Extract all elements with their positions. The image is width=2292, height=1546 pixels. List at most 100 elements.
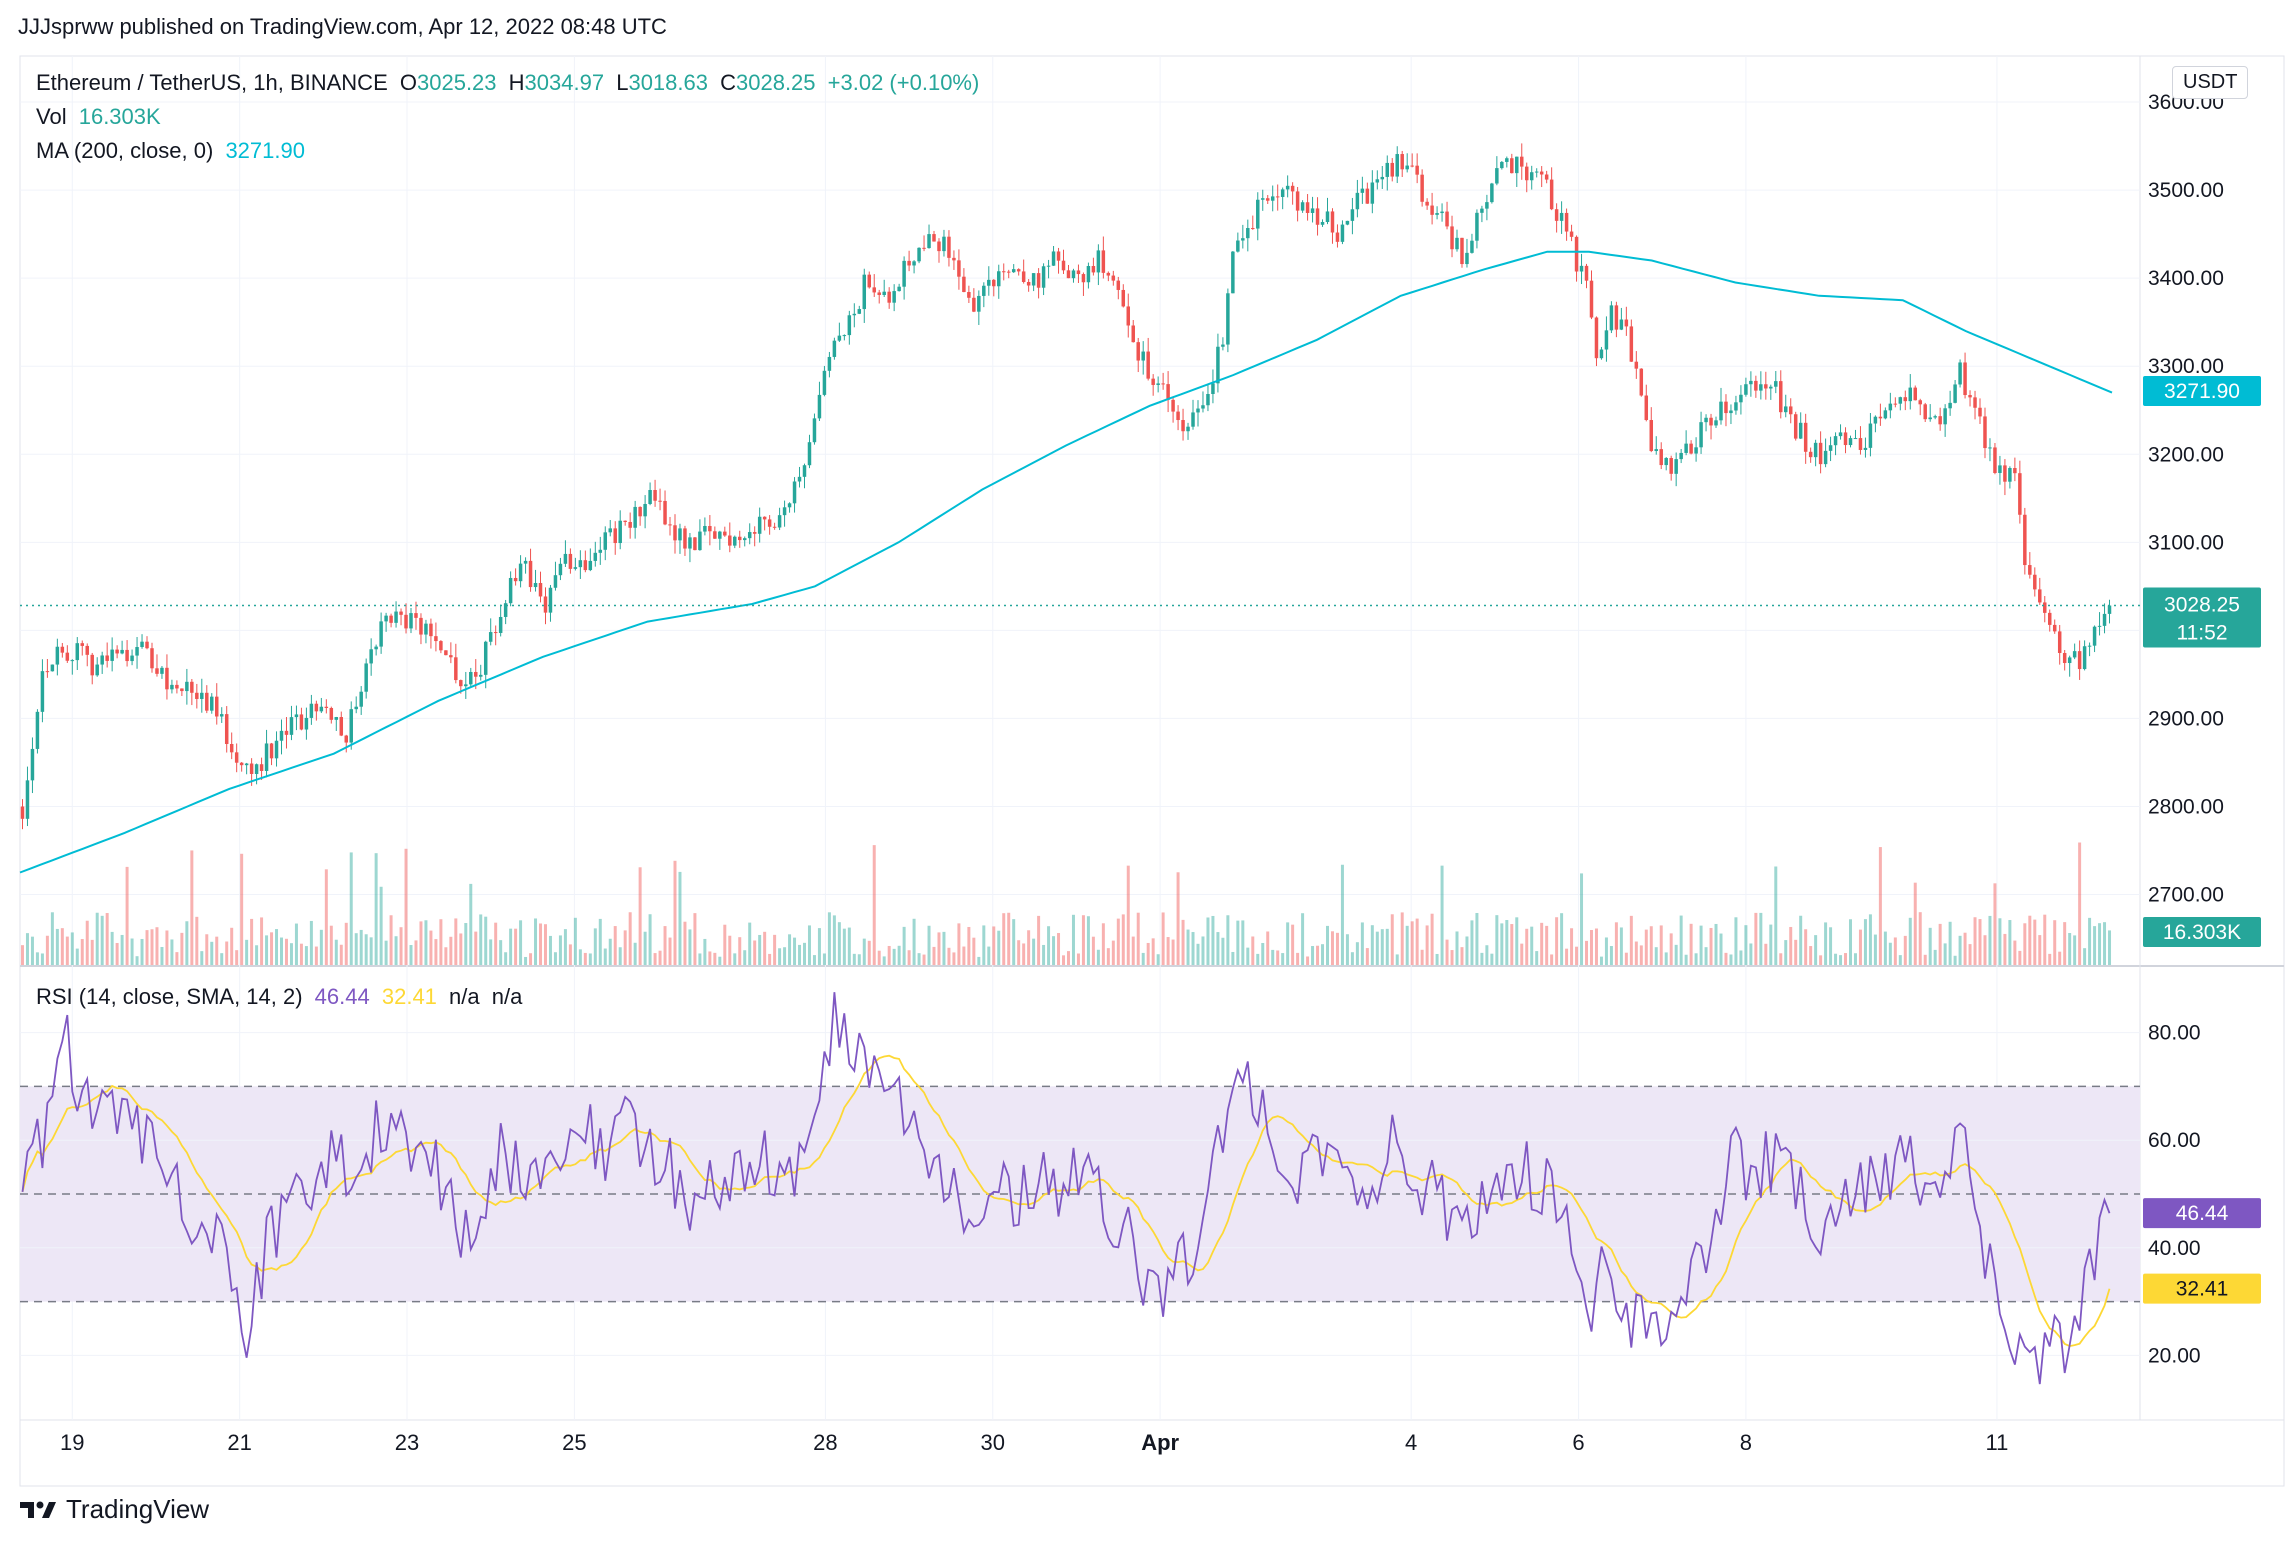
volume-bar [1221,937,1225,965]
candle-body [1305,202,1310,213]
candle-body [742,538,747,541]
candle-body [439,641,443,651]
volume-bar [2078,842,2082,965]
candle-body [2052,624,2057,632]
volume-bar [474,931,478,965]
candle-body [1918,400,1922,405]
volume-bar [1699,925,1703,965]
volume-bar [1271,949,1275,965]
candle-body [1584,265,1589,281]
candle-body [1739,394,1743,403]
volume-bar [907,950,911,965]
candle-body [728,535,732,546]
candle-body [967,292,971,298]
candle-body [100,655,104,665]
candle-body [757,516,762,534]
volume-bar [1171,939,1175,965]
candle-body [1784,406,1788,413]
x-tick-label: 23 [395,1430,419,1455]
candle-body [922,247,926,249]
chart-frame [19,55,2285,1487]
candle-body [1171,399,1175,412]
candle-body [523,560,528,564]
candle-body [115,649,119,654]
volume-bar [763,931,767,965]
candle-body [663,500,667,525]
volume-bar [1520,943,1524,965]
volume-label[interactable]: Vol [36,104,67,129]
volume-bar [1719,933,1723,965]
symbol-name[interactable]: Ethereum / TetherUS, 1h, BINANCE [36,70,388,95]
candle-body [2008,468,2012,482]
candle-body [1923,404,1927,420]
volume-bar [2068,933,2072,965]
candle-body [1848,438,1853,446]
volume-bar [394,936,398,965]
ma-legend: MA (200, close, 0) 3271.90 [36,138,311,164]
candle-body [543,596,548,613]
candle-body [588,560,593,571]
volume-bar [1211,915,1215,965]
volume-bar [1096,949,1100,965]
candle-body [195,692,199,699]
volume-bar [1968,944,1972,965]
candle-body [488,632,493,642]
candle-body [553,575,558,588]
volume-bar [1281,953,1285,965]
volume-bar [887,945,891,965]
footer-brand[interactable]: TradingView [18,1494,209,1525]
candle-body [215,696,219,717]
volume-bar [1261,942,1265,965]
volume-bar [768,953,772,965]
volume-bar [862,938,866,965]
volume-bar [284,938,288,965]
volume-bar [1764,943,1768,965]
volume-bar [678,871,682,965]
candle-body [1400,154,1404,170]
rsi-tick-label: 20.00 [2148,1344,2201,1367]
rsi-label[interactable]: RSI (14, close, SMA, 14, 2) [36,984,303,1009]
candle-body [897,286,901,292]
volume-bar [1276,950,1280,965]
candle-body [1719,401,1723,421]
candle-body [782,507,787,516]
candle-body [1838,432,1843,437]
candle-body [1385,162,1390,177]
candle-body [1833,436,1838,446]
candle-body [1325,211,1330,223]
ma-label[interactable]: MA (200, close, 0) [36,138,214,163]
volume-bar [1440,865,1444,965]
candle-body [1724,401,1728,414]
volume-bar [1664,952,1668,965]
volume-bar [519,920,523,965]
volume-bar [1609,946,1613,965]
volume-bar [1639,945,1643,965]
candle-body [145,641,149,649]
volume-bar [265,935,269,965]
candle-body [1246,228,1250,239]
volume-bar [897,945,901,965]
volume-bar [55,928,59,965]
volume-bar [275,929,279,965]
volume-bar [1903,935,1907,965]
volume-bar [1002,913,1006,965]
candle-body [1863,447,1868,450]
volume-bar [1913,882,1917,965]
candle-body [1011,269,1016,273]
candle-body [1983,416,1987,449]
candle-body [593,552,598,561]
volume-bar [1565,948,1569,965]
volume-bar [220,953,224,965]
volume-bar [1410,921,1414,965]
candle-body [708,526,712,532]
volume-bar [882,956,886,965]
currency-button[interactable]: USDT [2172,66,2249,99]
volume-bar [1395,954,1399,965]
volume-bar [1335,932,1339,965]
volume-bar [1540,922,1544,965]
candle-body [1754,380,1758,391]
volume-bar [1076,953,1080,965]
x-tick-label: 28 [813,1430,837,1455]
volume-bar [185,921,189,965]
